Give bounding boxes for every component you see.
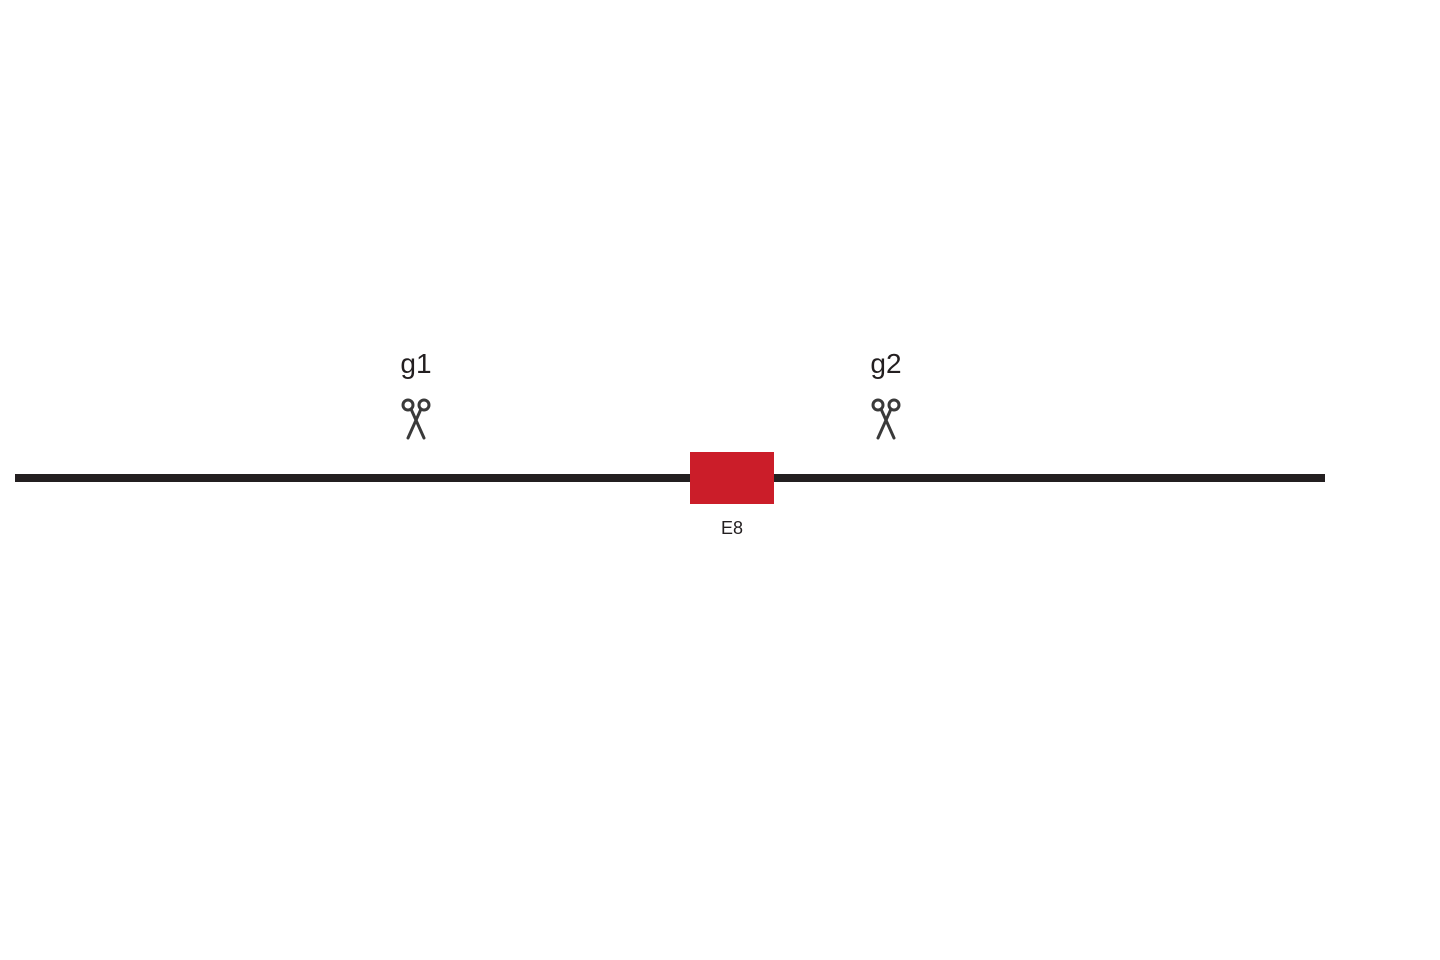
scissors-icon (401, 398, 431, 445)
cut-site-label-g1: g1 (400, 348, 431, 380)
exon-label: E8 (721, 518, 743, 539)
exon-box (690, 452, 774, 504)
diagram-svg (0, 0, 1440, 960)
cut-site-label-g2: g2 (870, 348, 901, 380)
scissors-icon (871, 398, 901, 445)
gene-diagram: E8 g1 g2 (0, 0, 1440, 960)
